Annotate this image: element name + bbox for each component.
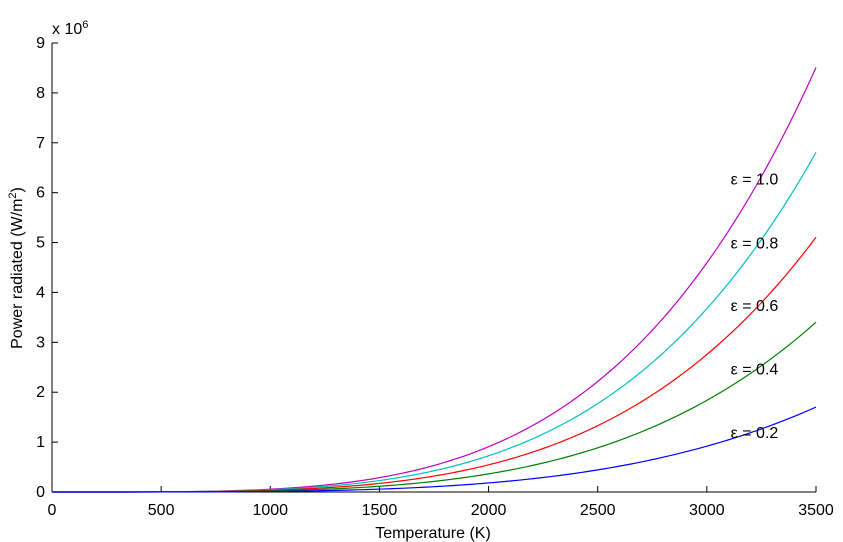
y-tick-label: 2 [36,384,45,401]
x-tick-label: 3500 [798,502,834,519]
x-tick-label: 500 [148,502,175,519]
x-tick-label: 3000 [689,502,725,519]
tick-labels: 0 500 1000 1500 2000 2500 3000 3500 0 1 2 3 4 5 6 7 8 9 [36,35,834,519]
series-line-eps-0-2 [52,406,817,493]
y-axis-label-main: Power radiated (W/m [9,199,26,349]
y-axis-multiplier-exp: 6 [82,19,88,31]
x-tick-label: 1500 [362,502,398,519]
series-annotation: ε = 0.2 [731,425,779,442]
series-annotation: ε = 0.8 [731,236,779,253]
series-annotation: ε = 0.6 [731,298,779,315]
series-line-eps-1 [52,67,817,493]
y-tick-label: 8 [36,85,45,102]
y-tick-label: 4 [36,284,45,301]
x-tick-label: 0 [48,502,57,519]
y-tick-label: 5 [36,235,45,252]
series-line-eps-0-4 [52,321,817,493]
y-tick-label: 3 [36,334,45,351]
y-tick-label: 6 [36,185,45,202]
y-tick-label: 7 [36,135,45,152]
series-line-eps-0-8 [52,152,817,493]
x-tick-label: 2000 [471,502,507,519]
series-annotation: ε = 0.4 [731,361,779,378]
axes [51,42,817,493]
x-tick-label: 2500 [580,502,616,519]
series-lines [52,67,817,493]
y-axis-label-close: ) [9,187,26,192]
y-tick-label: 1 [36,434,45,451]
series-line-eps-0-6 [52,236,817,493]
x-axis-label: Temperature (K) [375,525,491,542]
y-axis-label-sup: 2 [7,192,19,198]
y-axis-label: Power radiated (W/m2) [7,187,26,349]
y-axis-multiplier: x 106 [52,19,88,38]
annotations: ε = 1.0 ε = 0.8 ε = 0.6 ε = 0.4 ε = 0.2 [731,172,779,442]
y-tick-label: 0 [36,484,45,501]
y-tick-label: 9 [36,35,45,52]
series-annotation: ε = 1.0 [731,172,779,189]
y-axis-multiplier-base: x 10 [52,21,82,38]
x-tick-label: 1000 [252,502,288,519]
